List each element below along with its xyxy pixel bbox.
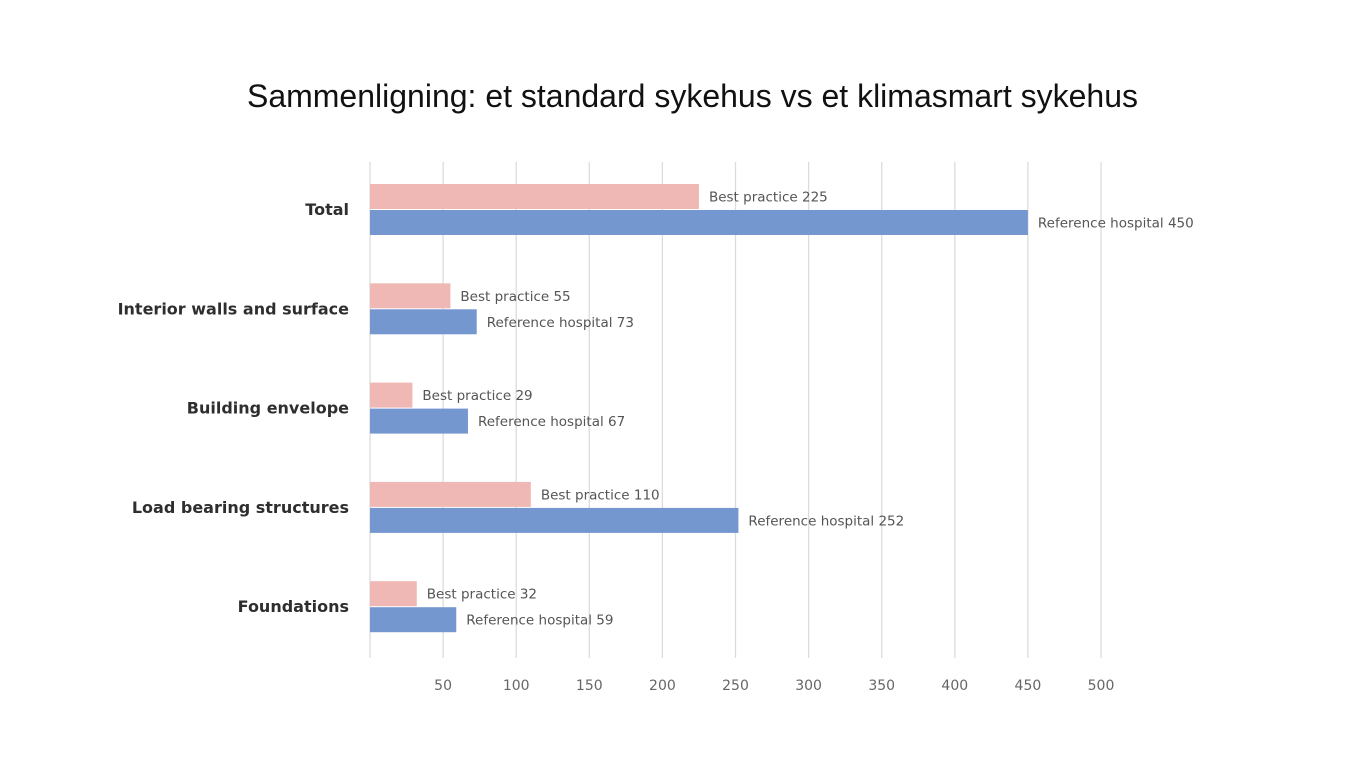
data-labels: Best practice 225 Reference hospital 450 B… (422, 190, 1193, 629)
data-label: Reference hospital 450 (1038, 216, 1194, 232)
data-label: Reference hospital 67 (478, 414, 625, 430)
data-label: Best practice 55 (460, 289, 570, 305)
category-label: Building envelope (187, 399, 349, 418)
bar-reference-hospital (370, 408, 468, 434)
x-tick-label: 350 (868, 678, 895, 694)
x-tick-label: 250 (722, 678, 749, 694)
bar-reference-hospital (370, 309, 477, 335)
x-tick-label: 100 (503, 678, 530, 694)
bar-best-practice (370, 283, 451, 309)
x-tick-label: 200 (649, 678, 676, 694)
data-label: Best practice 29 (422, 388, 532, 404)
x-tick-label: 50 (434, 678, 452, 694)
x-tick-label: 300 (795, 678, 822, 694)
bar-best-practice (370, 382, 413, 408)
bar-reference-hospital (370, 607, 457, 633)
bar-reference-hospital (370, 210, 1028, 235)
category-label: Foundations (238, 597, 349, 616)
bar-best-practice (370, 581, 417, 607)
gridlines (369, 162, 1102, 658)
bars (370, 184, 1028, 633)
slide-title: Sammenligning: et standard sykehus vs et… (246, 78, 1139, 114)
x-axis-ticks: 50 100 150 200 250 300 350 400 450 500 (434, 678, 1114, 694)
data-label: Best practice 110 (541, 487, 660, 503)
data-label: Best practice 32 (427, 587, 537, 603)
category-label: Total (305, 200, 349, 219)
bar-best-practice (370, 184, 699, 209)
x-tick-label: 400 (941, 678, 968, 694)
data-label: Best practice 225 (709, 190, 828, 206)
x-tick-label: 150 (576, 678, 603, 694)
bar-best-practice (370, 481, 531, 507)
data-label: Reference hospital 59 (466, 613, 613, 629)
bar-reference-hospital (370, 507, 739, 533)
x-tick-label: 500 (1088, 678, 1115, 694)
data-label: Reference hospital 73 (487, 315, 634, 331)
category-label: Interior walls and surface (118, 299, 350, 318)
category-label: Load bearing structures (132, 498, 349, 517)
category-labels: Total Interior walls and surface Building … (118, 200, 350, 616)
data-label: Reference hospital 252 (748, 513, 904, 529)
x-tick-label: 450 (1015, 678, 1042, 694)
